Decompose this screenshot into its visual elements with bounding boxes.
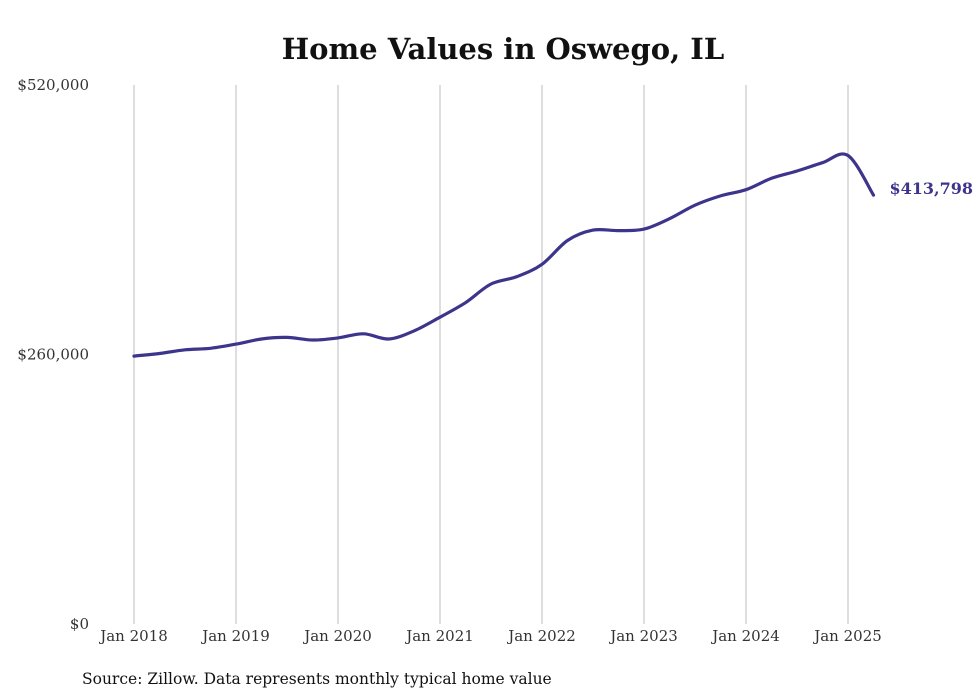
x-tick-label: Jan 2021 — [404, 627, 474, 645]
y-tick-label: $520,000 — [17, 76, 89, 94]
y-tick-label: $260,000 — [17, 346, 89, 364]
home-value-series-line — [132, 152, 876, 358]
x-tick-label: Jan 2018 — [98, 627, 168, 645]
x-tick-label: Jan 2024 — [710, 627, 780, 645]
y-tick-label: $0 — [70, 615, 89, 633]
end-value-label: $413,798 — [890, 179, 974, 198]
chart-title: Home Values in Oswego, IL — [282, 32, 725, 66]
source-note: Source: Zillow. Data represents monthly … — [82, 670, 552, 688]
x-tick-label: Jan 2020 — [302, 627, 372, 645]
x-tick-label: Jan 2022 — [506, 627, 576, 645]
x-axis-tick-labels: Jan 2018 Jan 2019 Jan 2020 Jan 2021 Jan 2022… — [98, 627, 882, 645]
x-tick-label: Jan 2025 — [812, 627, 882, 645]
x-tick-label: Jan 2023 — [608, 627, 678, 645]
x-tick-label: Jan 2019 — [200, 627, 270, 645]
y-axis-tick-labels: $0 $260,000 $520,000 — [17, 76, 89, 633]
vertical-gridlines — [133, 85, 849, 624]
